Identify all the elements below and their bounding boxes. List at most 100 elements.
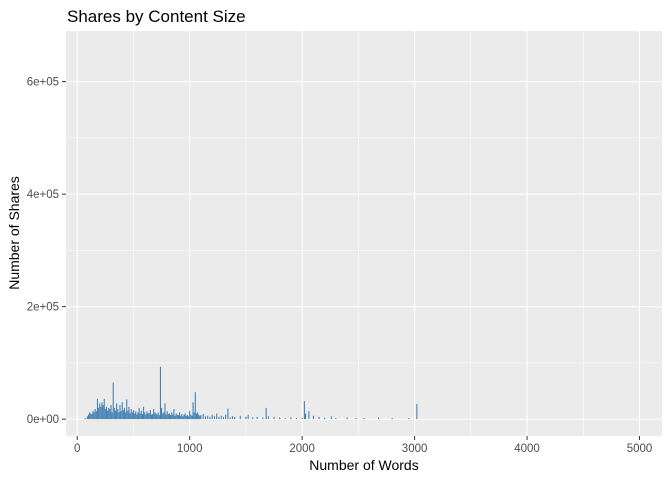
bar <box>198 414 200 420</box>
bar <box>284 418 286 420</box>
bar <box>191 415 193 420</box>
bar <box>290 417 292 420</box>
bar <box>256 416 258 420</box>
bar <box>154 412 156 420</box>
bar <box>93 412 95 420</box>
bar <box>175 413 177 420</box>
bar <box>312 415 314 420</box>
bar <box>158 415 160 420</box>
bar <box>104 409 106 420</box>
bar <box>135 411 137 420</box>
bar <box>197 412 199 420</box>
x-tick-label: 0 <box>74 443 80 455</box>
bar <box>391 418 393 420</box>
bar <box>95 411 97 420</box>
bar <box>139 413 141 420</box>
bar <box>136 414 138 420</box>
bar <box>363 418 365 420</box>
bar <box>159 366 162 420</box>
bar <box>231 416 233 420</box>
bar <box>156 414 158 420</box>
bar <box>188 416 190 420</box>
bar <box>94 409 96 420</box>
bar <box>295 418 298 420</box>
y-tick-label: 2e+05 <box>27 302 59 314</box>
bar <box>195 413 197 420</box>
bar <box>171 412 173 420</box>
bar <box>265 407 267 420</box>
major-gridlines <box>66 31 662 436</box>
bar <box>152 414 154 420</box>
bar <box>119 405 121 420</box>
bar <box>98 407 100 420</box>
bar <box>102 405 104 420</box>
bar <box>207 415 209 420</box>
bar <box>180 415 182 420</box>
bar <box>346 417 348 420</box>
bar <box>202 414 204 420</box>
bar <box>130 409 132 420</box>
bar <box>140 410 142 420</box>
bar <box>149 410 151 420</box>
bar <box>168 413 171 420</box>
bar <box>186 415 188 420</box>
bar <box>304 413 307 420</box>
bar <box>117 409 119 420</box>
bar <box>91 414 93 420</box>
bar <box>267 416 269 420</box>
bar <box>184 413 186 420</box>
bar <box>92 410 94 420</box>
bar <box>157 412 159 420</box>
bar <box>408 418 410 420</box>
bar <box>84 418 86 420</box>
bar <box>252 417 254 420</box>
bar <box>166 411 168 420</box>
bar <box>103 398 105 420</box>
bar <box>182 416 184 420</box>
bar <box>176 414 178 420</box>
x-tick-label: 2000 <box>289 443 315 455</box>
bar <box>118 412 120 420</box>
bar <box>110 405 112 420</box>
x-tick-label: 1000 <box>177 443 203 455</box>
bar <box>101 402 103 420</box>
bar <box>330 416 332 420</box>
bar <box>99 403 101 420</box>
bar <box>96 398 99 420</box>
bar <box>109 409 111 420</box>
bar <box>200 415 202 420</box>
bar <box>303 401 305 420</box>
bar <box>179 412 181 420</box>
y-tick-label: 4e+05 <box>27 189 59 201</box>
bar <box>183 414 185 420</box>
bar <box>137 412 139 420</box>
bar <box>185 415 187 420</box>
bar <box>172 414 174 420</box>
bar <box>170 415 172 420</box>
bar <box>193 412 195 420</box>
bar <box>107 410 109 420</box>
bar <box>112 382 114 420</box>
bar <box>155 413 157 420</box>
bar <box>245 416 247 420</box>
bar <box>216 413 218 420</box>
bar <box>128 406 130 420</box>
bar <box>132 410 135 420</box>
y-axis-title: Number of Shares <box>6 176 22 290</box>
bar <box>211 414 213 420</box>
bar <box>189 410 191 420</box>
bar <box>122 410 124 420</box>
bar <box>127 410 129 420</box>
bar <box>86 416 88 420</box>
bar <box>218 416 220 420</box>
x-tick-label: 3000 <box>402 443 428 455</box>
bar <box>145 414 147 420</box>
bar <box>125 412 127 420</box>
bar <box>147 413 149 420</box>
bar <box>165 414 167 420</box>
bar <box>100 406 102 420</box>
bar <box>192 402 194 420</box>
bar <box>199 415 201 420</box>
